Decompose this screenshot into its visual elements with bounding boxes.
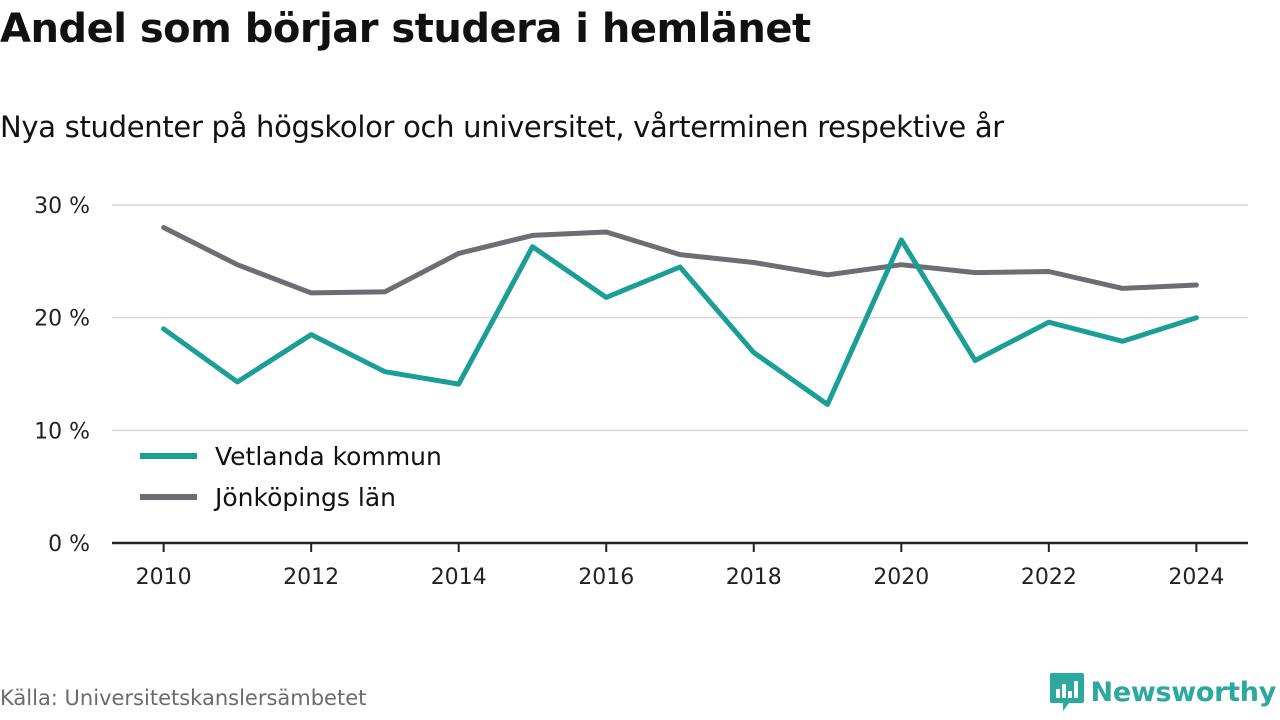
series-line-jonkopings-lan xyxy=(161,225,1199,296)
x-tick-label: 2024 xyxy=(1168,565,1224,590)
series-lines xyxy=(161,225,1199,407)
y-tick-label: 30 % xyxy=(34,194,90,219)
x-tick-label: 2022 xyxy=(1021,565,1077,590)
y-tick-label: 0 % xyxy=(48,532,90,557)
series-line-vetlanda-kommun xyxy=(161,237,1199,407)
source-note: Källa: Universitetskanslersämbetet xyxy=(0,686,367,710)
x-tick-label: 2014 xyxy=(431,565,487,590)
brand-logo: Newsworthy xyxy=(1049,672,1276,712)
y-tick-label: 20 % xyxy=(34,307,90,332)
line-chart: 0 % 10 % 20 % 30 % 2010 2012 2014 2016 2018 2020 2… xyxy=(34,194,1248,590)
brand-name: Newsworthy xyxy=(1090,676,1277,708)
legend: Vetlanda kommun Jönköpings län xyxy=(140,442,442,512)
x-tick-label: 2016 xyxy=(578,565,634,590)
axes: 0 % 10 % 20 % 30 % 2010 2012 2014 2016 2018 2020 2… xyxy=(34,194,1248,590)
chart-title: Andel som börjar studera i hemlänet xyxy=(0,6,811,52)
gridlines xyxy=(112,204,1248,432)
chart-subtitle: Nya studenter på högskolor och universit… xyxy=(0,110,1004,144)
x-tick-label: 2020 xyxy=(873,565,929,590)
legend-label: Jönköpings län xyxy=(213,483,396,512)
x-tick-label: 2010 xyxy=(136,565,192,590)
newsworthy-logo-icon xyxy=(1049,673,1084,711)
legend-label: Vetlanda kommun xyxy=(215,442,442,471)
x-tick-label: 2012 xyxy=(283,565,339,590)
y-tick-label: 10 % xyxy=(34,419,90,444)
x-tick-label: 2018 xyxy=(726,565,782,590)
